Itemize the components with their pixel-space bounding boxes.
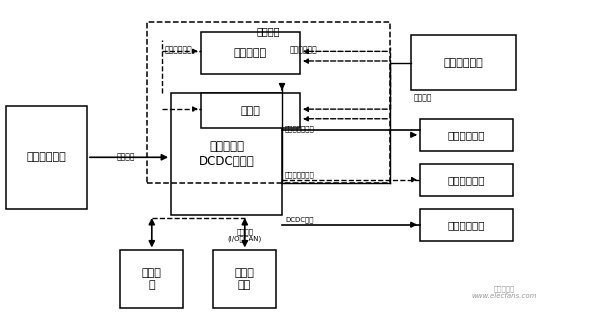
- FancyBboxPatch shape: [420, 164, 513, 196]
- Text: 充电机低压输出: 充电机低压输出: [285, 171, 315, 178]
- Text: 控制信号
(I/O、CAN): 控制信号 (I/O、CAN): [227, 228, 262, 242]
- Text: 控制计
算机: 控制计 算机: [235, 268, 254, 290]
- FancyBboxPatch shape: [6, 106, 87, 209]
- Text: 可调阻性负载: 可调阻性负载: [448, 220, 485, 230]
- Text: 高压直流电源: 高压直流电源: [443, 57, 484, 68]
- Text: 车载充电机
DCDC变换器: 车载充电机 DCDC变换器: [199, 140, 254, 168]
- Text: 可调交流电源: 可调交流电源: [26, 152, 67, 162]
- Text: 输入信号采集: 输入信号采集: [165, 46, 193, 55]
- Text: 可调阻性负载: 可调阻性负载: [448, 175, 485, 185]
- Text: 可调阻性负载: 可调阻性负载: [448, 130, 485, 140]
- FancyBboxPatch shape: [411, 35, 516, 90]
- Text: 交流输入: 交流输入: [117, 152, 135, 161]
- Text: 电子发烧友
www.elecfans.com: 电子发烧友 www.elecfans.com: [471, 285, 537, 299]
- Text: 示波器: 示波器: [241, 106, 260, 116]
- Text: 输出信号采集: 输出信号采集: [289, 46, 317, 55]
- FancyBboxPatch shape: [420, 209, 513, 241]
- FancyBboxPatch shape: [420, 119, 513, 151]
- Text: 充电机高压输出: 充电机高压输出: [285, 125, 315, 132]
- Text: 功率分析仪: 功率分析仪: [234, 48, 267, 58]
- FancyBboxPatch shape: [120, 250, 183, 308]
- Text: 电压模拟: 电压模拟: [414, 93, 433, 102]
- Text: DCDC输出: DCDC输出: [285, 216, 314, 223]
- FancyBboxPatch shape: [201, 32, 300, 74]
- Text: 冷却系
统: 冷却系 统: [142, 268, 161, 290]
- Text: 温湿度箱: 温湿度箱: [257, 26, 280, 36]
- FancyBboxPatch shape: [213, 250, 276, 308]
- FancyBboxPatch shape: [201, 93, 300, 128]
- FancyBboxPatch shape: [171, 93, 282, 215]
